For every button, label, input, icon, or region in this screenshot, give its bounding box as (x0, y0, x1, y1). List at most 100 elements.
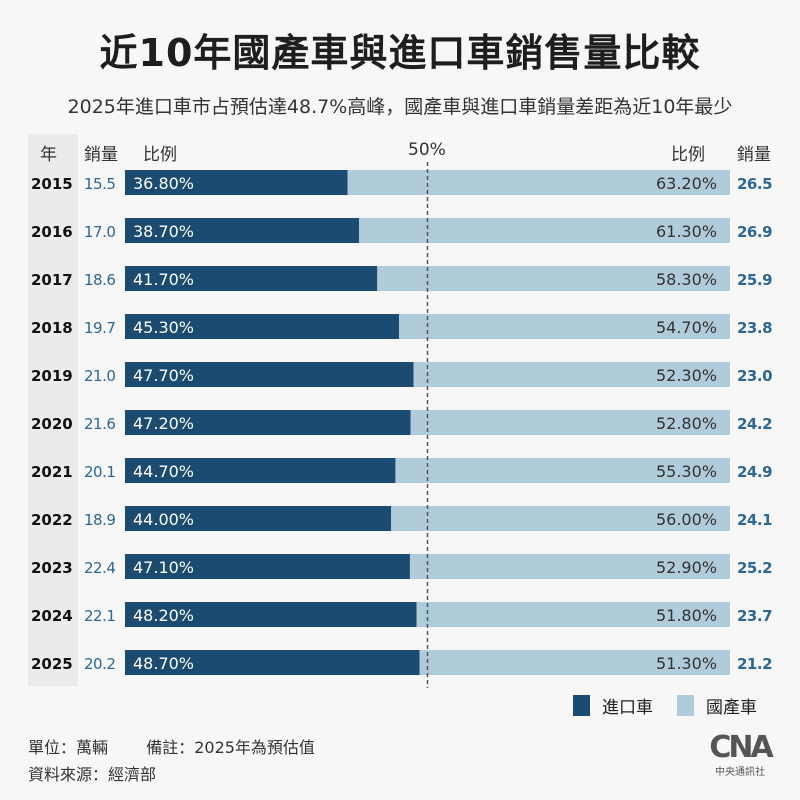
unit-note: 單位：萬輛 (28, 738, 109, 757)
legend-swatch-imported (573, 695, 590, 716)
ratio-imported-label: 44.00% (133, 510, 194, 529)
legend-domestic: 國產車 (677, 693, 757, 718)
year-label: 2017 (31, 271, 73, 289)
bar-domestic (399, 314, 730, 339)
year-label: 2024 (31, 607, 73, 625)
year-label: 2020 (31, 415, 73, 433)
ratio-domestic-label: 52.80% (656, 414, 717, 433)
year-label: 2025 (31, 655, 73, 673)
bar-imported (125, 410, 411, 435)
sales-imported-label: 22.4 (84, 559, 115, 577)
cna-logo-mark: CNA (709, 730, 773, 765)
year-label: 2018 (31, 319, 73, 337)
ratio-imported-label: 38.70% (133, 222, 194, 241)
bar-domestic (347, 170, 730, 195)
legend-label-domestic: 國產車 (706, 698, 757, 718)
bar-domestic (377, 266, 730, 291)
notes-line1: 單位：萬輛 備註：2025年為預估值 (28, 734, 315, 758)
sales-imported-label: 18.6 (84, 271, 115, 289)
ratio-domestic-label: 61.30% (656, 222, 717, 241)
header-sales-left: 銷量 (84, 145, 118, 165)
bar-imported (125, 170, 348, 195)
sales-imported-label: 15.5 (84, 175, 115, 193)
bar-imported (125, 314, 400, 339)
sales-domestic-label: 26.9 (737, 223, 772, 241)
legend-label-imported: 進口車 (602, 698, 653, 718)
ratio-imported-label: 36.80% (133, 174, 194, 193)
year-label: 2021 (31, 463, 73, 481)
ratio-imported-label: 47.20% (133, 414, 194, 433)
bar-imported (125, 554, 410, 579)
legend-swatch-domestic (677, 695, 694, 716)
bar-domestic (419, 650, 730, 675)
ratio-domestic-label: 63.20% (656, 174, 717, 193)
sales-imported-label: 19.7 (84, 319, 115, 337)
bar-domestic (413, 362, 730, 387)
ratio-domestic-label: 54.70% (656, 318, 717, 337)
chart-title: 近10年國產車與進口車銷售量比較 (99, 31, 701, 75)
ratio-domestic-label: 58.30% (656, 270, 717, 289)
ratio-imported-label: 48.70% (133, 654, 194, 673)
sales-domestic-label: 23.7 (737, 607, 772, 625)
ratio-domestic-label: 52.30% (656, 366, 717, 385)
sales-domestic-label: 24.9 (737, 463, 772, 481)
bar-domestic (359, 218, 730, 243)
sales-domestic-label: 23.0 (737, 367, 772, 385)
header-year: 年 (40, 145, 57, 165)
cna-logo-name: 中央通訊社 (715, 767, 765, 778)
sales-imported-label: 22.1 (84, 607, 115, 625)
bar-imported (125, 650, 420, 675)
sales-imported-label: 21.6 (84, 415, 115, 433)
sales-domestic-label: 25.2 (737, 559, 772, 577)
ratio-domestic-label: 51.30% (656, 654, 717, 673)
sales-imported-label: 20.1 (84, 463, 115, 481)
cna-logo: CNA 中央通訊社 (705, 730, 775, 779)
bar-imported (125, 218, 360, 243)
ratio-imported-label: 41.70% (133, 270, 194, 289)
bar-domestic (409, 554, 730, 579)
header-ratio-right: 比例 (671, 145, 705, 165)
chart-subtitle: 2025年進口車市占預估達48.7%高峰，國產車與進口車銷量差距為近10年最少 (67, 96, 733, 118)
header-ratio-left: 比例 (143, 145, 177, 165)
source-note: 資料來源：經濟部 (28, 765, 157, 784)
sales-imported-label: 17.0 (84, 223, 115, 241)
remark-note: 備註：2025年為預估值 (146, 738, 315, 757)
year-label: 2023 (31, 559, 73, 577)
year-label: 2019 (31, 367, 73, 385)
ratio-imported-label: 44.70% (133, 462, 194, 481)
bar-domestic (391, 506, 730, 531)
year-label: 2022 (31, 511, 73, 529)
ratio-imported-label: 48.20% (133, 606, 194, 625)
bar-domestic (416, 602, 730, 627)
sales-imported-label: 21.0 (84, 367, 115, 385)
sales-domestic-label: 24.2 (737, 415, 772, 433)
bar-imported (125, 506, 392, 531)
header-sales-right: 銷量 (737, 145, 771, 165)
bar-imported (125, 362, 414, 387)
bar-imported (125, 458, 396, 483)
sales-domestic-label: 26.5 (737, 175, 772, 193)
year-label: 2016 (31, 223, 73, 241)
sales-domestic-label: 24.1 (737, 511, 772, 529)
ratio-domestic-label: 51.80% (656, 606, 717, 625)
ratio-imported-label: 45.30% (133, 318, 194, 337)
sales-imported-label: 20.2 (84, 655, 115, 673)
bar-imported (125, 266, 378, 291)
sales-imported-label: 18.9 (84, 511, 115, 529)
header-midline: 50% (408, 140, 446, 160)
bar-domestic (395, 458, 730, 483)
ratio-domestic-label: 56.00% (656, 510, 717, 529)
year-label: 2015 (31, 175, 73, 193)
sales-domestic-label: 21.2 (737, 655, 772, 673)
ratio-domestic-label: 55.30% (656, 462, 717, 481)
sales-domestic-label: 23.8 (737, 319, 772, 337)
ratio-imported-label: 47.10% (133, 558, 194, 577)
sales-domestic-label: 25.9 (737, 271, 772, 289)
bar-imported (125, 602, 417, 627)
ratio-domestic-label: 52.90% (656, 558, 717, 577)
ratio-imported-label: 47.70% (133, 366, 194, 385)
year-column-background (28, 134, 78, 686)
bar-domestic (410, 410, 730, 435)
